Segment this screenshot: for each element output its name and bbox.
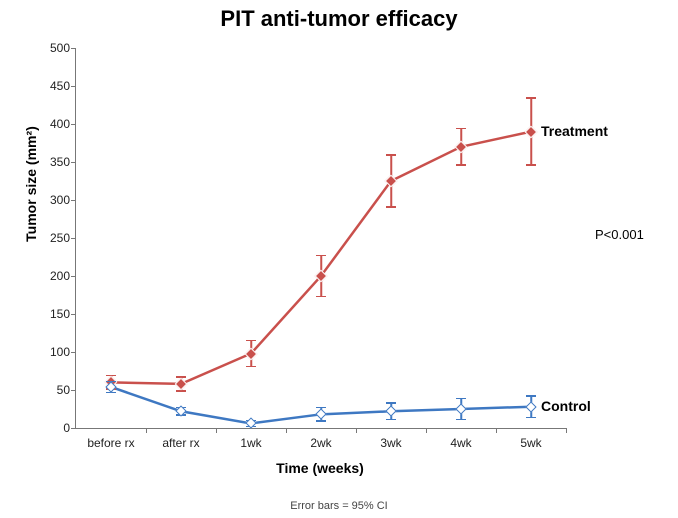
x-tick-label: 4wk [450, 428, 471, 450]
x-tick-label: 2wk [310, 428, 331, 450]
y-tick-label: 500 [50, 41, 76, 55]
y-tick-label: 0 [63, 421, 76, 435]
x-tick-mark [356, 428, 357, 433]
x-axis-label: Time (weeks) [75, 460, 565, 476]
x-tick-label: 5wk [520, 428, 541, 450]
plot-area: 050100150200250300350400450500before rxa… [75, 48, 566, 429]
y-tick-label: 200 [50, 269, 76, 283]
x-tick-label: 3wk [380, 428, 401, 450]
x-tick-mark [146, 428, 147, 433]
y-tick-label: 350 [50, 155, 76, 169]
y-tick-label: 400 [50, 117, 76, 131]
y-tick-label: 250 [50, 231, 76, 245]
series-label-control: Control [541, 398, 591, 414]
x-tick-mark [426, 428, 427, 433]
y-tick-label: 50 [57, 383, 76, 397]
x-tick-mark [496, 428, 497, 433]
chart-title: PIT anti-tumor efficacy [0, 6, 678, 32]
series-label-treatment: Treatment [541, 123, 608, 139]
x-tick-mark [216, 428, 217, 433]
series-lines [76, 48, 566, 428]
x-tick-label: 1wk [240, 428, 261, 450]
p-value-annotation: P<0.001 [595, 227, 644, 242]
x-tick-label: after rx [162, 428, 199, 450]
chart-footnote: Error bars = 95% CI [0, 500, 678, 512]
y-tick-label: 100 [50, 345, 76, 359]
y-tick-label: 300 [50, 193, 76, 207]
x-tick-label: before rx [87, 428, 134, 450]
x-tick-mark [286, 428, 287, 433]
y-tick-label: 450 [50, 79, 76, 93]
y-axis-label: Tumor size (mm²) [23, 70, 39, 298]
y-tick-label: 150 [50, 307, 76, 321]
chart-container: { "title": { "text": "PIT anti-tumor eff… [0, 0, 678, 518]
x-tick-mark [566, 428, 567, 433]
